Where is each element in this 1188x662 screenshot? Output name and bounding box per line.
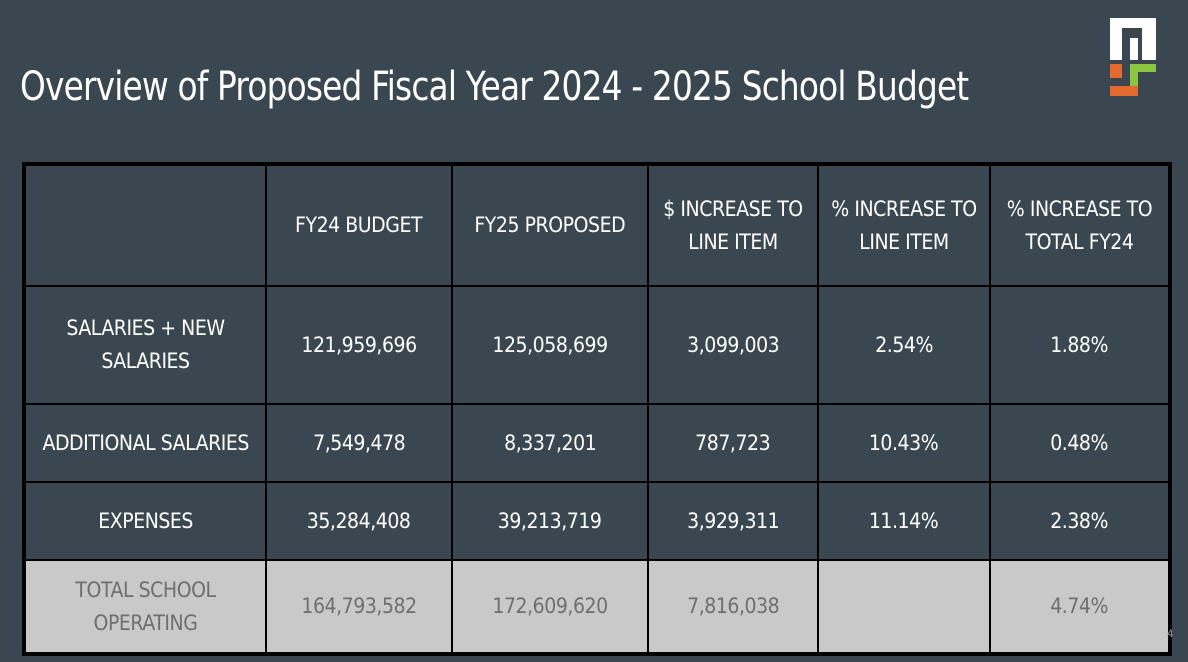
table-cell: [817, 559, 991, 655]
table-cell: 4.74%: [989, 559, 1171, 655]
table-header-row: FY24 BUDGET FY25 PROPOSED $ INCREASE TO …: [23, 163, 1171, 287]
row-label: EXPENSES: [23, 481, 267, 561]
row-label: SALARIES + NEW SALARIES: [23, 285, 267, 405]
table-cell: 172,609,620: [451, 559, 649, 655]
table-cell: 1.88%: [989, 285, 1171, 405]
slide-title: Overview of Proposed Fiscal Year 2024 - …: [20, 64, 969, 110]
row-label: ADDITIONAL SALARIES: [23, 403, 267, 483]
table-cell: 35,284,408: [265, 481, 453, 561]
header-cell-percent-increase-line: % INCREASE TO LINE ITEM: [817, 163, 991, 287]
logo-white-bar: [1130, 38, 1138, 60]
organization-logo-icon: [1110, 18, 1156, 96]
header-cell-fy25-proposed: FY25 PROPOSED: [451, 163, 649, 287]
table-cell: 8,337,201: [451, 403, 649, 483]
table-cell: 2.38%: [989, 481, 1171, 561]
table-cell: 121,959,696: [265, 285, 453, 405]
header-cell-fy24-budget: FY24 BUDGET: [265, 163, 453, 287]
table-cell: 7,549,478: [265, 403, 453, 483]
header-cell-blank: [23, 163, 267, 287]
table-cell: 0.48%: [989, 403, 1171, 483]
table-row: EXPENSES 35,284,408 39,213,719 3,929,311…: [23, 481, 1171, 561]
table-cell: 11.14%: [817, 481, 991, 561]
table-cell: 787,723: [647, 403, 819, 483]
table-row: ADDITIONAL SALARIES 7,549,478 8,337,201 …: [23, 403, 1171, 483]
table-cell: 3,929,311: [647, 481, 819, 561]
logo-green-stem: [1130, 64, 1138, 94]
table-cell: 7,816,038: [647, 559, 819, 655]
table-cell: 39,213,719: [451, 481, 649, 561]
table-total-row: TOTAL SCHOOL OPERATING 164,793,582 172,6…: [23, 559, 1171, 655]
table-row: SALARIES + NEW SALARIES 121,959,696 125,…: [23, 285, 1171, 405]
header-cell-percent-increase-total: % INCREASE TO TOTAL FY24: [989, 163, 1171, 287]
logo-white-shape: [1110, 18, 1156, 60]
budget-overview-table: FY24 BUDGET FY25 PROPOSED $ INCREASE TO …: [22, 162, 1172, 656]
header-cell-dollar-increase: $ INCREASE TO LINE ITEM: [647, 163, 819, 287]
table-cell: 125,058,699: [451, 285, 649, 405]
logo-orange-base: [1110, 86, 1138, 96]
row-label: TOTAL SCHOOL OPERATING: [23, 559, 267, 655]
table-cell: 10.43%: [817, 403, 991, 483]
table-cell: 2.54%: [817, 285, 991, 405]
page-number: 4: [1167, 628, 1174, 640]
table-cell: 3,099,003: [647, 285, 819, 405]
logo-green-bar: [1130, 64, 1156, 72]
table-cell: 164,793,582: [265, 559, 453, 655]
logo-orange-block: [1110, 64, 1122, 78]
